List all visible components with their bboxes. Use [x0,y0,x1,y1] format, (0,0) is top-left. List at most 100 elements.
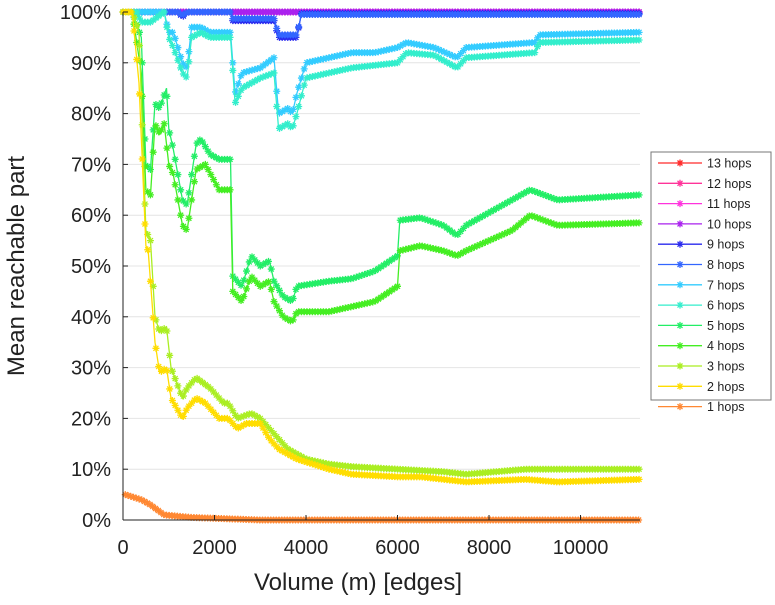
data-point-marker [177,186,185,194]
legend-marker-icon [676,220,684,228]
data-point-marker [635,11,643,19]
data-point-marker [166,162,174,170]
legend-item: 6 hops [658,299,745,313]
data-point-marker [314,462,322,470]
data-point-marker [520,189,528,197]
data-point-marker [240,412,248,420]
data-point-marker [347,275,355,283]
data-point-marker [179,60,187,68]
data-point-marker [245,277,253,285]
data-point-marker [404,245,412,253]
data-point-marker [152,100,160,108]
data-point-marker [273,24,281,32]
data-point-marker [446,60,454,68]
data-point-marker [396,247,404,255]
data-point-marker [470,217,478,225]
data-point-marker [295,23,303,31]
data-point-marker [487,236,495,244]
data-point-marker [531,49,539,57]
data-point-marker [207,171,215,179]
data-point-marker [171,401,179,409]
data-point-marker [254,413,262,421]
data-point-marker [495,203,503,211]
data-point-marker [237,297,245,305]
y-tick-label: 30% [71,358,111,380]
data-point-marker [528,212,536,220]
data-point-marker [297,456,305,464]
data-point-marker [459,47,467,55]
data-point-marker [166,35,174,43]
data-point-marker [278,123,286,131]
x-tick-label: 10000 [553,537,609,559]
data-point-marker [413,243,421,251]
data-point-marker [262,420,270,428]
data-point-marker [155,325,163,333]
legend-marker-icon [676,362,684,370]
data-point-marker [171,34,179,42]
data-point-marker [146,165,154,173]
data-point-marker [443,248,451,256]
data-point-marker [259,281,267,289]
data-point-marker [514,192,522,200]
data-point-marker [267,427,275,435]
data-point-marker [190,396,198,404]
data-point-marker [254,65,262,73]
data-point-marker [264,433,272,441]
data-point-marker [270,440,278,448]
data-point-marker [437,246,445,254]
data-point-marker [284,295,292,303]
data-point-marker [517,191,525,199]
data-point-marker [226,416,234,424]
data-point-marker [358,271,366,279]
data-point-marker [226,28,234,36]
data-point-marker [254,259,262,267]
data-point-marker [264,278,272,286]
data-point-marker [292,285,300,293]
data-point-marker [207,151,215,159]
data-point-marker [286,317,294,325]
legend-item: 3 hops [658,360,745,374]
x-tick-label: 0 [117,537,128,559]
data-point-marker [437,47,445,55]
data-point-marker [232,88,240,96]
legend-label: 11 hops [707,197,751,211]
data-point-marker [232,411,240,419]
data-point-marker [481,211,489,219]
data-point-marker [237,423,245,431]
series-3-hops [119,8,643,478]
data-point-marker [177,211,185,219]
data-point-marker [168,42,176,50]
data-point-marker [361,270,369,278]
data-point-marker [248,253,256,261]
data-point-marker [201,399,209,407]
data-point-marker [264,71,272,79]
data-point-marker [437,55,445,63]
data-point-marker [121,491,129,499]
legend-item: 9 hops [658,238,745,252]
legend-label: 4 hops [707,339,745,353]
data-point-marker [534,34,542,42]
data-point-marker [135,42,143,50]
data-point-marker [536,215,544,223]
data-point-marker [289,295,297,303]
y-tick-label: 10% [71,459,111,481]
data-point-marker [399,246,407,254]
data-point-marker [243,285,251,293]
data-point-marker [459,57,467,65]
data-point-marker [130,13,138,21]
data-point-marker [275,307,283,315]
data-point-marker [168,367,176,375]
data-point-marker [149,282,157,290]
data-point-marker [168,28,176,36]
data-point-marker [182,225,190,233]
data-point-marker [262,72,270,80]
data-point-marker [138,121,146,129]
data-point-marker [479,239,487,247]
data-point-marker [199,162,207,170]
data-point-marker [462,247,470,255]
data-point-marker [152,344,160,352]
data-point-marker [259,424,267,432]
legend-item: 10 hops [658,217,751,231]
data-point-marker [289,122,297,130]
x-tick-label: 2000 [192,537,237,559]
